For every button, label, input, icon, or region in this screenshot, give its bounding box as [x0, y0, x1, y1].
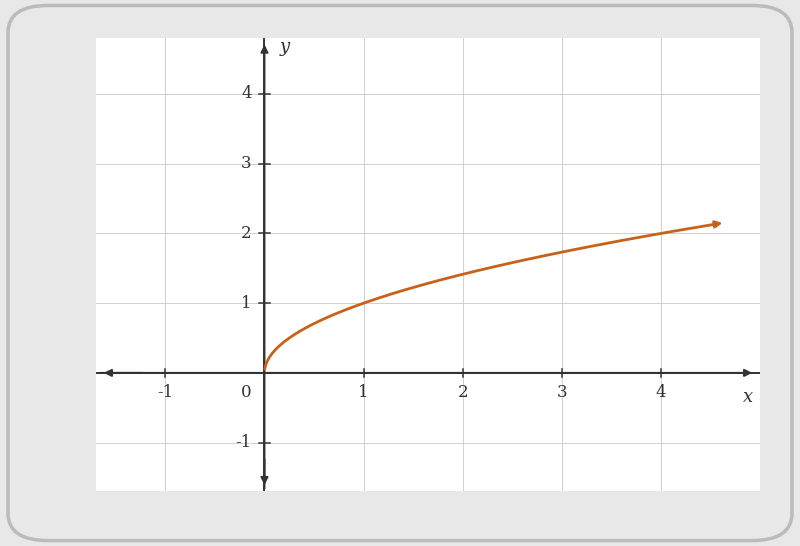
Text: 4: 4 — [655, 384, 666, 401]
Text: 1: 1 — [241, 295, 251, 312]
Text: -1: -1 — [158, 384, 174, 401]
Text: 3: 3 — [241, 155, 251, 172]
Text: 3: 3 — [557, 384, 567, 401]
Text: -1: -1 — [235, 434, 251, 451]
Text: 2: 2 — [458, 384, 468, 401]
Text: 4: 4 — [241, 86, 251, 103]
Text: 1: 1 — [358, 384, 369, 401]
Text: 2: 2 — [241, 225, 251, 242]
Text: x: x — [743, 388, 753, 406]
Text: 0: 0 — [241, 384, 251, 401]
Text: y: y — [279, 38, 290, 56]
